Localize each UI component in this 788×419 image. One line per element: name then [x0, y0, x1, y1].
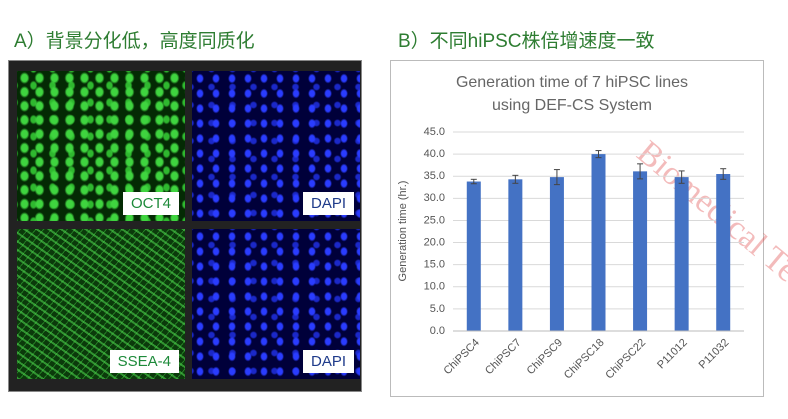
- micrograph: SSEA-4: [17, 229, 185, 379]
- x-tick-label: ChiPSC22: [603, 337, 648, 382]
- chart-title: Generation time of 7 hiPSC lines: [456, 74, 688, 91]
- x-tick-label: ChiPSC9: [525, 337, 565, 377]
- watermark: Biomedical Techno: [630, 134, 788, 332]
- bar: [508, 179, 523, 331]
- heading: B）不同hiPSC株倍增速度一致: [398, 31, 655, 52]
- chart-panel: [390, 60, 764, 397]
- y-tick-label: 25.0: [424, 214, 445, 226]
- y-tick-label: 40.0: [424, 148, 445, 160]
- x-tick-label: ChiPSC7: [483, 337, 523, 377]
- image-panel: OCT4 DAPI SSEA-4 DAPI: [8, 60, 362, 392]
- y-tick-label: 0.0: [430, 325, 445, 337]
- x-tick-label: P11012: [655, 337, 690, 372]
- y-tick-label: 20.0: [424, 236, 445, 248]
- heading: A）背景分化低，高度同质化: [14, 31, 255, 52]
- bar: [549, 177, 564, 331]
- y-tick-label: 45.0: [424, 126, 445, 138]
- y-axis-label: Generation time (hr.): [397, 181, 409, 282]
- y-tick-label: 15.0: [424, 259, 445, 271]
- micrograph: DAPI: [192, 229, 360, 379]
- y-tick-label: 10.0: [424, 281, 445, 293]
- y-tick-label: 5.0: [430, 303, 445, 315]
- bar: [466, 181, 481, 331]
- chart-title: using DEF-CS System: [492, 97, 652, 114]
- y-tick-label: 30.0: [424, 192, 445, 204]
- image-label: SSEA-4: [109, 350, 179, 373]
- bar: [591, 154, 606, 331]
- x-tick-label: P11032: [697, 337, 732, 372]
- bar: [674, 177, 689, 331]
- x-tick-label: ChiPSC4: [441, 337, 481, 377]
- y-tick-label: 35.0: [424, 170, 445, 182]
- bar: [716, 174, 731, 331]
- image-label: OCT4: [122, 192, 179, 215]
- bar: [633, 171, 648, 331]
- micrograph: OCT4: [17, 71, 185, 221]
- image-label: DAPI: [302, 350, 354, 373]
- image-label: DAPI: [302, 192, 354, 215]
- x-tick-label: ChiPSC18: [562, 337, 607, 382]
- micrograph: DAPI: [192, 71, 360, 221]
